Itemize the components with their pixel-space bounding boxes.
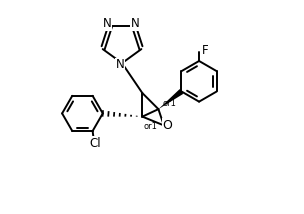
Text: Cl: Cl — [89, 137, 101, 150]
Polygon shape — [158, 89, 183, 109]
Text: O: O — [163, 119, 173, 132]
Text: or1: or1 — [143, 122, 157, 131]
Text: N: N — [116, 58, 125, 71]
Text: F: F — [202, 44, 209, 57]
Text: N: N — [131, 17, 140, 30]
Text: N: N — [103, 17, 112, 30]
Text: or1: or1 — [162, 99, 176, 108]
